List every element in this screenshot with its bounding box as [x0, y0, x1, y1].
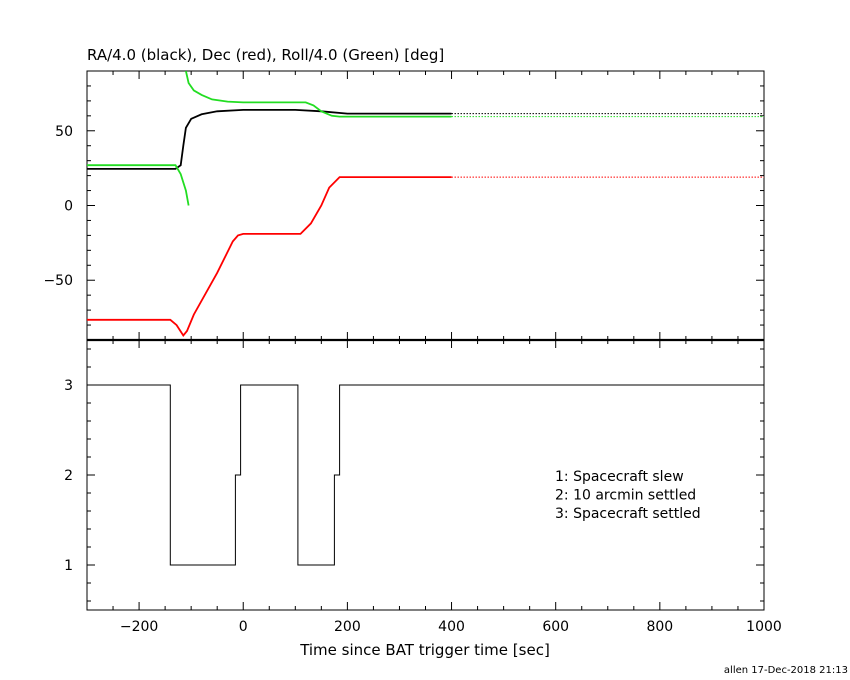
top-series-group — [87, 71, 764, 338]
series-line-2-branch — [185, 71, 452, 118]
y-tick-label: 3 — [64, 378, 73, 394]
legend-entry: 2: 10 arcmin settled — [555, 488, 696, 504]
y-tick-label: 2 — [64, 468, 73, 484]
x-tick-label: −200 — [120, 619, 158, 635]
x-tick-label: 1000 — [746, 619, 782, 635]
y-tick-label: 0 — [64, 199, 73, 215]
x-tick-label: 800 — [646, 619, 673, 635]
series-line-0 — [87, 109, 452, 170]
footer-credit: allen 17-Dec-2018 21:13 — [724, 665, 848, 676]
bottom-panel: −200 0 200 400 600 800 1000 1 2 3 — [64, 338, 782, 635]
legend-entry: 1: Spacecraft slew — [555, 469, 684, 485]
y-tick-label: 50 — [55, 124, 73, 140]
x-tick-label: 600 — [542, 619, 569, 635]
y-tick-label: −50 — [43, 273, 73, 289]
top-panel: −50 0 50 — [43, 70, 765, 341]
x-tick-label: 400 — [438, 619, 465, 635]
y-tick-label: 1 — [64, 558, 73, 574]
series-line-1 — [87, 176, 452, 338]
series-line-2 — [87, 164, 190, 206]
x-tick-label: 0 — [239, 619, 248, 635]
x-axis-label: Time since BAT trigger time [sec] — [299, 641, 550, 659]
legend: 1: Spacecraft slew 2: 10 arcmin settled 3:… — [555, 469, 701, 522]
legend-entry: 3: Spacecraft settled — [555, 506, 701, 522]
x-tick-label: 200 — [334, 619, 361, 635]
chart-title: RA/4.0 (black), Dec (red), Roll/4.0 (Gre… — [87, 46, 444, 64]
status-step-line — [87, 384, 764, 566]
